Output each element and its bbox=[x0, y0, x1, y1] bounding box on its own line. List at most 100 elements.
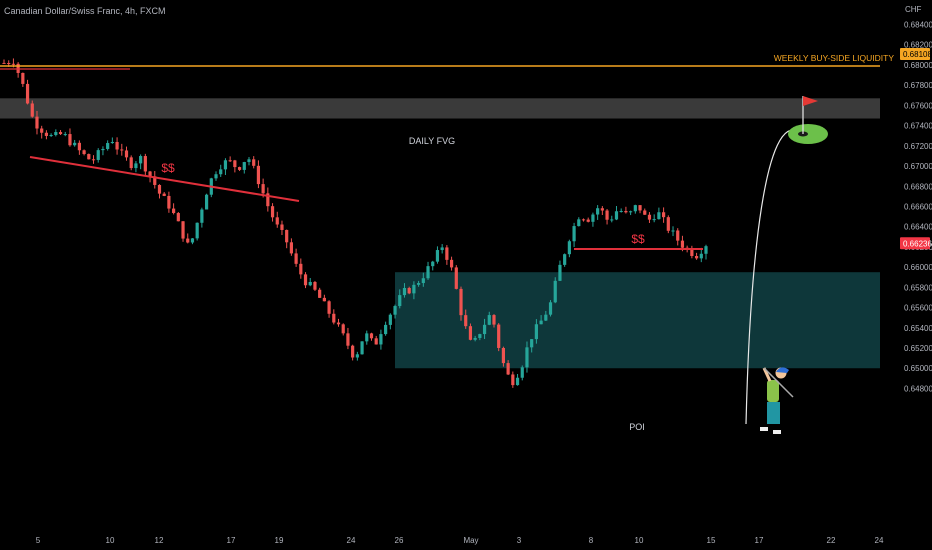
candle-body[interactable] bbox=[289, 242, 293, 254]
candle-body[interactable] bbox=[25, 83, 30, 104]
candle-body[interactable] bbox=[237, 167, 242, 170]
candle-body[interactable] bbox=[473, 337, 477, 340]
candle-body[interactable] bbox=[379, 334, 383, 345]
candle-body[interactable] bbox=[487, 315, 491, 325]
candle-body[interactable] bbox=[16, 63, 20, 73]
candle-body[interactable] bbox=[91, 159, 96, 161]
candle-body[interactable] bbox=[186, 238, 190, 243]
candle-body[interactable] bbox=[572, 226, 576, 242]
candle-body[interactable] bbox=[699, 253, 703, 259]
candle-body[interactable] bbox=[563, 254, 567, 265]
candle-body[interactable] bbox=[591, 214, 595, 222]
candle-body[interactable] bbox=[313, 281, 317, 290]
candle-body[interactable] bbox=[35, 116, 39, 129]
candle-body[interactable] bbox=[106, 143, 110, 149]
candle-body[interactable] bbox=[657, 212, 661, 220]
candle-body[interactable] bbox=[228, 160, 232, 162]
candle-body[interactable] bbox=[417, 283, 421, 285]
candle-body[interactable] bbox=[341, 324, 345, 334]
candle-body[interactable] bbox=[242, 162, 246, 170]
candle-body[interactable] bbox=[704, 246, 708, 254]
candle-body[interactable] bbox=[303, 274, 308, 286]
candle-body[interactable] bbox=[440, 247, 444, 251]
candle-body[interactable] bbox=[360, 341, 364, 355]
candle-body[interactable] bbox=[68, 134, 72, 146]
candle-body[interactable] bbox=[384, 324, 388, 335]
candle-body[interactable] bbox=[82, 150, 86, 155]
candle-body[interactable] bbox=[87, 154, 91, 160]
candle-body[interactable] bbox=[671, 230, 675, 232]
candle-body[interactable] bbox=[143, 156, 147, 172]
candle-body[interactable] bbox=[633, 205, 637, 212]
candle-body[interactable] bbox=[515, 377, 520, 386]
candle-body[interactable] bbox=[596, 208, 600, 215]
candle-body[interactable] bbox=[482, 324, 487, 335]
candle-body[interactable] bbox=[525, 347, 529, 368]
candle-body[interactable] bbox=[190, 238, 195, 243]
candle-body[interactable] bbox=[539, 320, 543, 325]
candle-body[interactable] bbox=[308, 281, 312, 286]
candle-body[interactable] bbox=[181, 221, 185, 239]
candle-body[interactable] bbox=[468, 326, 473, 340]
candle-body[interactable] bbox=[294, 253, 298, 264]
candle-body[interactable] bbox=[586, 219, 590, 222]
candle-body[interactable] bbox=[30, 103, 34, 117]
candle-body[interactable] bbox=[412, 284, 416, 294]
candle-body[interactable] bbox=[351, 345, 355, 358]
candle-body[interactable] bbox=[567, 241, 571, 255]
candle-body[interactable] bbox=[21, 72, 25, 84]
candle-body[interactable] bbox=[73, 142, 77, 146]
candle-body[interactable] bbox=[388, 314, 392, 325]
candle-body[interactable] bbox=[54, 132, 58, 135]
candle-body[interactable] bbox=[431, 261, 435, 267]
candle-body[interactable] bbox=[204, 194, 209, 210]
candle-body[interactable] bbox=[690, 248, 694, 256]
candle-body[interactable] bbox=[530, 339, 534, 348]
candle-body[interactable] bbox=[214, 174, 218, 179]
candle-body[interactable] bbox=[332, 313, 336, 323]
candle-body[interactable] bbox=[454, 267, 458, 289]
candle-body[interactable] bbox=[327, 301, 331, 314]
candle-body[interactable] bbox=[629, 211, 633, 213]
candle-body[interactable] bbox=[548, 302, 553, 315]
candle-body[interactable] bbox=[506, 363, 510, 375]
candle-body[interactable] bbox=[200, 209, 204, 223]
candle-body[interactable] bbox=[167, 195, 171, 209]
candle-body[interactable] bbox=[346, 333, 350, 346]
candle-body[interactable] bbox=[638, 205, 642, 211]
candle-body[interactable] bbox=[402, 287, 407, 296]
candle-body[interactable] bbox=[619, 210, 623, 212]
candle-body[interactable] bbox=[374, 338, 378, 345]
candle-body[interactable] bbox=[577, 219, 581, 227]
candle-body[interactable] bbox=[680, 240, 685, 248]
candle-body[interactable] bbox=[148, 171, 152, 177]
candle-body[interactable] bbox=[261, 184, 265, 194]
candle-body[interactable] bbox=[110, 141, 114, 144]
candle-body[interactable] bbox=[58, 132, 63, 135]
candle-body[interactable] bbox=[153, 176, 157, 185]
candle-body[interactable] bbox=[520, 367, 524, 378]
candle-body[interactable] bbox=[647, 214, 652, 220]
candle-body[interactable] bbox=[553, 280, 557, 303]
candle-body[interactable] bbox=[11, 63, 16, 65]
candle-body[interactable] bbox=[393, 306, 397, 315]
candle-body[interactable] bbox=[256, 165, 261, 185]
candle-body[interactable] bbox=[666, 217, 670, 231]
candle-body[interactable] bbox=[285, 229, 289, 243]
candle-body[interactable] bbox=[449, 259, 454, 268]
candle-body[interactable] bbox=[355, 354, 359, 358]
candle-body[interactable] bbox=[614, 211, 619, 220]
candle-body[interactable] bbox=[398, 295, 402, 307]
candle-body[interactable] bbox=[435, 250, 440, 262]
candle-body[interactable] bbox=[44, 132, 49, 136]
candle-body[interactable] bbox=[511, 374, 515, 386]
candle-body[interactable] bbox=[96, 150, 100, 160]
candle-body[interactable] bbox=[322, 297, 326, 302]
candle-body[interactable] bbox=[464, 315, 468, 327]
candle-body[interactable] bbox=[299, 263, 303, 275]
candle-body[interactable] bbox=[365, 333, 369, 342]
candle-body[interactable] bbox=[275, 217, 279, 225]
candle-body[interactable] bbox=[369, 333, 374, 339]
candle-body[interactable] bbox=[223, 160, 228, 170]
